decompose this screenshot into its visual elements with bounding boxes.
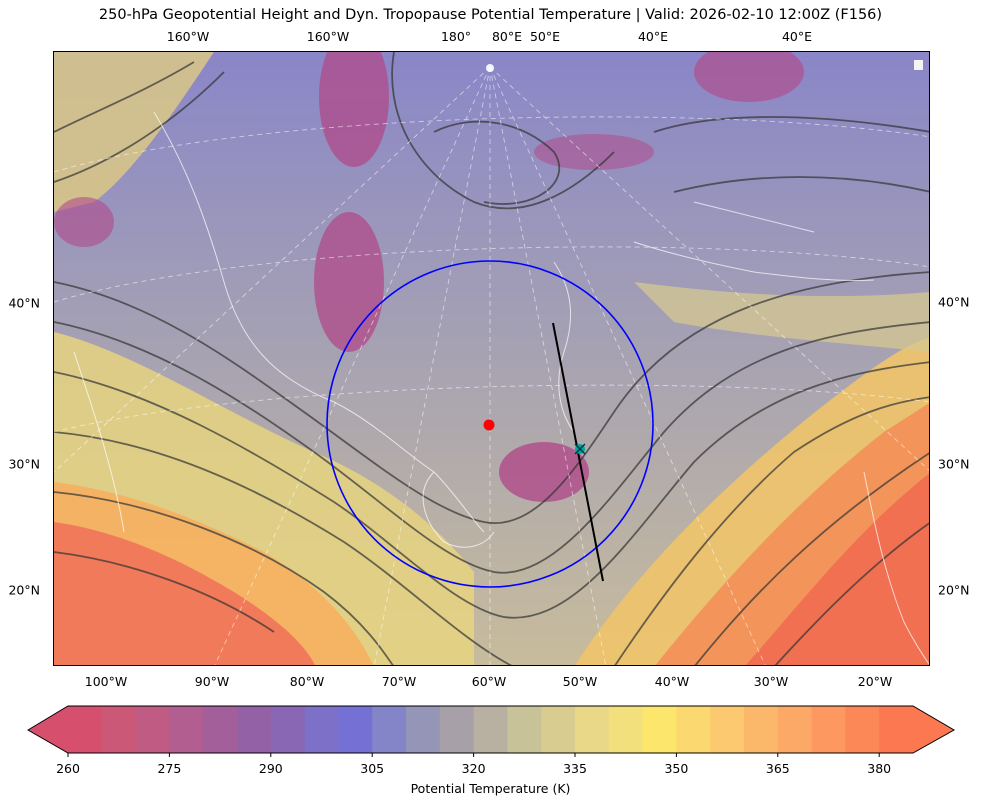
warm-band-east <box>634 282 929 352</box>
colorbar-tick-label: 320 <box>461 761 486 776</box>
colorbar-segment <box>811 706 846 753</box>
colorbar-segment <box>575 706 610 753</box>
coastlines <box>73 111 929 665</box>
colorbar-segment <box>879 706 914 753</box>
top-lon-label: 180° <box>440 29 472 44</box>
colorbar-segment <box>439 706 475 753</box>
colorbar-segment <box>338 706 373 753</box>
colorbar-segment <box>101 706 137 753</box>
right-lat-label: 30°N <box>938 456 970 472</box>
warm-region-northwest <box>54 52 214 212</box>
cold-core-northeast <box>694 52 804 102</box>
colorbar-high-extend <box>913 706 954 753</box>
colorbar-tick-label: 260 <box>56 761 80 776</box>
colorbar-segment <box>710 706 745 753</box>
colorbar-tick-label: 335 <box>563 761 587 776</box>
colorbar-outline <box>27 705 956 754</box>
hottest-region-southwest <box>54 522 315 665</box>
colorbar-tick-label: 275 <box>157 761 182 776</box>
bottom-lon-label: 40°W <box>654 674 690 689</box>
colorbar-low-extend <box>28 706 68 753</box>
chart-title: 250-hPa Geopotential Height and Dyn. Tro… <box>98 7 883 23</box>
pole-marker <box>486 64 494 72</box>
colorbar-segment <box>473 706 508 753</box>
colorbar-segment <box>237 706 272 753</box>
top-lon-label: 80°E <box>491 29 523 44</box>
colorbar-segment <box>541 706 576 753</box>
colorbar-segment <box>304 706 339 753</box>
analysis-radius-circle <box>326 260 654 588</box>
cold-streak-north <box>534 134 654 170</box>
colorbar-segments <box>68 706 914 753</box>
colorbar-segment <box>406 706 441 753</box>
cold-core-west <box>314 212 384 352</box>
colorbar-segment <box>68 706 103 753</box>
right-lat-label: 40°N <box>938 294 970 310</box>
bottom-lon-label: 100°W <box>84 674 128 689</box>
colorbar-segment <box>642 706 677 753</box>
left-lat-label: 30°N <box>8 456 40 472</box>
colorbar-segment <box>507 706 542 753</box>
hottest-region-southeast <box>745 473 929 665</box>
colorbar-label: Potential Temperature (K) <box>410 781 571 796</box>
map-field <box>54 52 929 665</box>
colorbar-tick-label: 350 <box>664 761 689 776</box>
colorbar-segment <box>203 706 238 753</box>
cold-core-center <box>499 442 589 502</box>
bottom-lon-label: 70°W <box>381 674 417 689</box>
tracking-point-cross <box>574 443 586 455</box>
top-lon-label: 160°W <box>166 29 210 44</box>
top-lon-label: 160°W <box>306 29 350 44</box>
graticule <box>54 66 929 665</box>
cold-core-north <box>319 52 389 167</box>
colorbar-segment <box>777 706 813 753</box>
bottom-lon-label: 50°W <box>562 674 598 689</box>
colorbar-segment <box>744 706 779 753</box>
bottom-lon-label: 20°W <box>857 674 893 689</box>
map-panel <box>53 51 930 666</box>
left-lat-label: 20°N <box>8 582 40 598</box>
colorbar-segment <box>845 706 880 753</box>
storm-center-marker <box>483 419 495 431</box>
colorbar-tick-label: 365 <box>765 761 790 776</box>
colorbar-segment <box>372 706 407 753</box>
colorbar-segment <box>169 706 204 753</box>
right-lat-label: 20°N <box>938 582 970 598</box>
left-lat-label: 40°N <box>8 295 40 311</box>
colorbar-segment <box>270 706 306 753</box>
colorbar-segment <box>135 706 170 753</box>
top-lon-label: 50°E <box>529 29 561 44</box>
bottom-lon-label: 30°W <box>753 674 789 689</box>
top-lon-label: 40°E <box>637 29 669 44</box>
bottom-lon-label: 80°W <box>289 674 325 689</box>
colorbar-tick-label: 305 <box>360 761 385 776</box>
colorbar-segment <box>608 706 644 753</box>
colorbar-segment <box>676 706 711 753</box>
colorbar-tick-label: 290 <box>258 761 283 776</box>
cold-core-far-west <box>54 197 114 247</box>
colorbar-tick-label: 380 <box>867 761 892 776</box>
top-lon-label: 40°E <box>781 29 813 44</box>
corner-marker <box>914 60 923 70</box>
colorbar-tick-marks <box>67 753 880 757</box>
bottom-lon-label: 60°W <box>471 674 507 689</box>
height-contours <box>54 52 929 665</box>
bottom-lon-label: 90°W <box>194 674 230 689</box>
